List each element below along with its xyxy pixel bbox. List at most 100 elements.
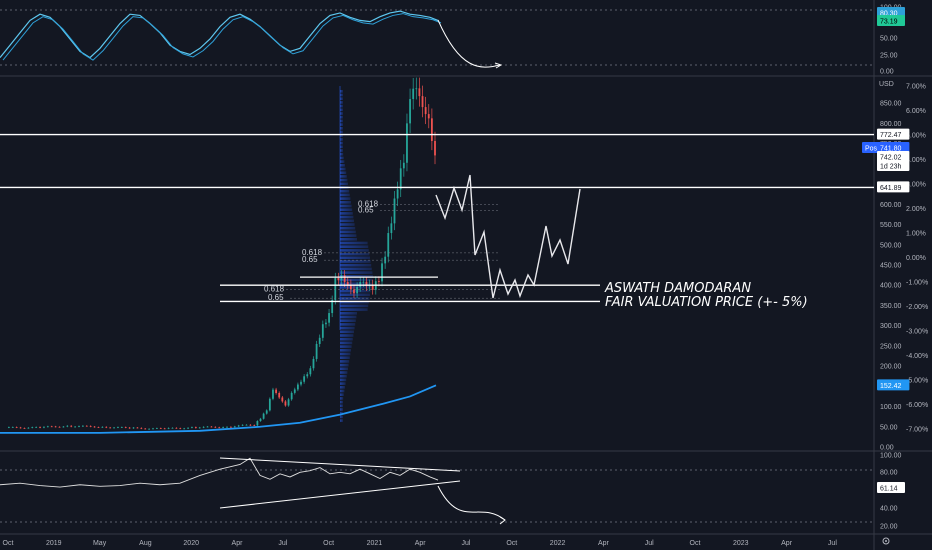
currency-label[interactable]: USD [879, 81, 894, 88]
candle-body [132, 427, 135, 429]
candle-body [97, 427, 100, 428]
candle-body [284, 401, 287, 406]
volume-profile-bar [340, 271, 373, 274]
candle-body [321, 324, 324, 338]
candle-body [179, 428, 182, 430]
candle-body [268, 398, 271, 411]
candle-body [113, 427, 115, 429]
moving-average-line [0, 384, 437, 434]
volume-profile-bar [340, 275, 373, 278]
volume-profile [339, 86, 373, 422]
candle-body [278, 392, 281, 398]
volume-profile-bar [340, 90, 343, 93]
rsi-badge-bg [877, 482, 905, 493]
price-tick-label: 350.00 [880, 303, 902, 310]
candle-body [128, 427, 131, 429]
percent-tick-label: -6.00% [906, 402, 928, 409]
candle-body [233, 426, 236, 428]
volume-profile-bar [340, 282, 372, 285]
volume-profile-bar [340, 238, 357, 241]
post-label-badge: Post [865, 146, 879, 153]
fib-label: 0.65 [302, 255, 318, 264]
candle-body [70, 425, 73, 427]
candle-body [31, 427, 34, 429]
volume-profile-bar [340, 411, 343, 415]
candle-body [287, 399, 290, 406]
volume-profile-bar [340, 408, 343, 411]
projection-path[interactable] [435, 174, 581, 299]
time-tick-label: Oct [690, 540, 701, 547]
percent-tick-label: -1.00% [906, 280, 928, 287]
horizontal-levels[interactable] [0, 133, 874, 303]
candle-body [222, 427, 225, 428]
candle-body [19, 427, 22, 429]
percent-tick-label: 1.00% [906, 231, 926, 238]
stoch-tick-label: 50.00 [880, 36, 898, 43]
candle-body [78, 426, 80, 427]
candle-body [163, 428, 166, 430]
percent-tick-label: 2.00% [906, 206, 926, 213]
volume-profile-bar [340, 145, 343, 149]
rsi-tick-label: 80.00 [880, 470, 898, 477]
candle-body [259, 418, 262, 422]
candle-body [249, 424, 252, 426]
candle-body [245, 424, 248, 426]
candlestick-series[interactable] [7, 77, 436, 430]
volume-profile-bar [340, 415, 343, 419]
candle-body [226, 426, 228, 428]
candle-body [315, 343, 318, 359]
stoch-d-badge-bg [877, 15, 905, 26]
candle-body [349, 284, 352, 290]
ma-badge-bg [877, 379, 910, 391]
volume-profile-bar [340, 108, 343, 112]
volume-profile-bar [340, 127, 343, 130]
volume-profile-bar [340, 97, 343, 100]
ma-badge: 152.42 [880, 383, 902, 390]
volume-profile-bar [340, 182, 348, 186]
candle-body [237, 425, 240, 427]
candle-body [262, 413, 265, 419]
volume-profile-bar [340, 356, 350, 359]
candle-body [159, 428, 162, 429]
countdown-badge-bg [877, 160, 910, 171]
volume-profile-bar [340, 149, 343, 152]
candle-body [281, 397, 284, 402]
volume-profile-bar [340, 256, 370, 260]
settings-icon[interactable] [882, 537, 890, 545]
candle-body [140, 427, 143, 429]
time-tick-label: Aug [139, 540, 152, 547]
volume-profile-bar [340, 352, 351, 356]
volume-profile-bar [340, 164, 345, 167]
volume-profile-bar [340, 197, 351, 200]
price-tick-label: 600.00 [880, 202, 902, 209]
percent-scale: 7.00% 6.00% 5.00% 4.00% 3.00% 2.00% 1.00% 0.00%… [906, 84, 928, 434]
last-price-badge: 742.02 [880, 155, 902, 162]
percent-tick-label: 0.00% [906, 255, 926, 262]
rsi-tick-label: 40.00 [880, 506, 898, 513]
candle-body [434, 140, 436, 156]
candle-body [7, 427, 10, 428]
volume-profile-bar [340, 374, 347, 378]
candle-body [427, 114, 430, 119]
volume-profile-bar [340, 289, 371, 293]
candle-body [202, 426, 205, 428]
candle-body [58, 426, 61, 428]
arrow-head-icon [494, 62, 503, 69]
candle-body [328, 313, 330, 323]
rsi-tick-label: 20.00 [880, 524, 898, 531]
candle-body [187, 427, 189, 429]
volume-profile-bar [340, 226, 356, 230]
countdown-badge: 1d 23h [880, 164, 902, 171]
fib-label: 0.618 [302, 248, 323, 257]
candle-body [218, 427, 221, 429]
volume-profile-bar [340, 219, 354, 223]
candle-body [396, 189, 399, 199]
time-scale[interactable]: Oct 2019 May Aug 2020 Apr Jul Oct 2021 Apr Jul Oct 2… [3, 540, 838, 547]
candle-body [171, 427, 174, 429]
volume-profile-bar [340, 371, 348, 374]
candle-body [265, 410, 268, 414]
resistance-badge-bg [877, 128, 910, 140]
volume-profile-bar [340, 397, 344, 400]
